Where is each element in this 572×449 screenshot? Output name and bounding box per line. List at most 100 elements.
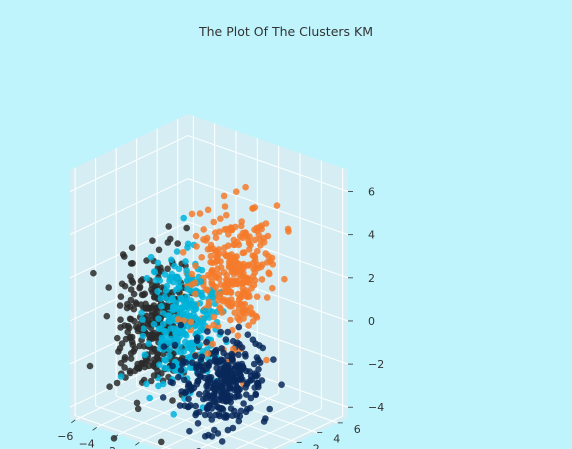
data-point-series-2 bbox=[266, 258, 274, 265]
data-point-series-0 bbox=[105, 284, 112, 291]
data-point-series-3 bbox=[244, 405, 251, 413]
data-point-series-1 bbox=[156, 361, 163, 369]
data-point-series-2 bbox=[249, 252, 257, 259]
data-point-series-3 bbox=[194, 377, 201, 385]
data-point-series-3 bbox=[190, 384, 198, 392]
data-point-series-3 bbox=[254, 383, 262, 391]
data-point-series-3 bbox=[200, 395, 207, 403]
data-point-series-0 bbox=[133, 399, 141, 407]
y-tick-label: 4 bbox=[333, 433, 340, 446]
data-point-series-1 bbox=[150, 320, 158, 328]
data-point-series-1 bbox=[166, 346, 173, 354]
data-point-series-0 bbox=[128, 244, 136, 251]
data-point-series-2 bbox=[212, 234, 220, 241]
data-point-series-0 bbox=[169, 397, 176, 404]
data-point-series-3 bbox=[234, 392, 241, 400]
data-point-series-3 bbox=[232, 376, 239, 384]
data-point-series-0 bbox=[124, 328, 131, 336]
z-tick-label: −2 bbox=[368, 358, 384, 371]
data-point-series-0 bbox=[183, 224, 190, 232]
data-point-series-3 bbox=[278, 381, 285, 389]
data-point-series-0 bbox=[86, 362, 94, 370]
data-point-series-3 bbox=[211, 426, 218, 434]
data-point-series-2 bbox=[193, 243, 200, 250]
data-point-series-3 bbox=[217, 394, 225, 402]
data-point-series-1 bbox=[186, 312, 193, 320]
data-point-series-3 bbox=[218, 382, 226, 390]
data-point-series-3 bbox=[247, 377, 254, 384]
data-point-series-1 bbox=[172, 299, 180, 307]
data-point-series-1 bbox=[180, 214, 187, 222]
data-point-series-3 bbox=[254, 356, 262, 364]
data-point-series-1 bbox=[202, 307, 209, 315]
data-point-series-2 bbox=[216, 275, 223, 283]
data-point-series-2 bbox=[200, 236, 207, 243]
data-point-series-2 bbox=[239, 284, 246, 292]
data-point-series-1 bbox=[157, 325, 165, 332]
data-point-series-2 bbox=[221, 203, 229, 210]
data-point-series-3 bbox=[211, 357, 218, 365]
data-point-series-0 bbox=[134, 325, 142, 332]
data-point-series-1 bbox=[192, 322, 200, 329]
data-point-series-3 bbox=[204, 385, 211, 393]
data-point-series-2 bbox=[242, 292, 250, 300]
data-point-series-2 bbox=[225, 263, 233, 271]
data-point-series-2 bbox=[205, 301, 213, 309]
data-point-series-0 bbox=[148, 348, 156, 355]
data-point-series-1 bbox=[146, 394, 153, 402]
data-point-series-2 bbox=[233, 188, 240, 195]
data-point-series-1 bbox=[170, 411, 177, 418]
data-point-series-0 bbox=[115, 348, 122, 355]
data-point-series-2 bbox=[228, 226, 235, 234]
data-point-series-1 bbox=[155, 315, 162, 323]
data-point-series-2 bbox=[242, 278, 249, 286]
data-point-series-0 bbox=[147, 335, 155, 342]
data-point-series-2 bbox=[260, 239, 268, 246]
data-point-series-1 bbox=[161, 356, 168, 364]
data-point-series-1 bbox=[183, 267, 190, 274]
data-point-series-2 bbox=[204, 286, 211, 294]
data-point-series-2 bbox=[242, 183, 249, 191]
data-point-series-0 bbox=[127, 286, 135, 293]
data-point-series-2 bbox=[250, 265, 257, 273]
data-points bbox=[86, 183, 292, 449]
data-point-series-0 bbox=[126, 367, 134, 375]
data-point-series-2 bbox=[210, 321, 217, 329]
data-point-series-3 bbox=[192, 402, 199, 410]
data-point-series-0 bbox=[118, 340, 126, 347]
data-point-series-0 bbox=[116, 302, 124, 309]
data-point-series-0 bbox=[127, 273, 134, 280]
data-point-series-3 bbox=[227, 405, 235, 412]
axis-panes bbox=[70, 114, 348, 449]
data-point-series-3 bbox=[169, 362, 176, 370]
y-tick-label: 6 bbox=[354, 423, 361, 436]
data-point-series-3 bbox=[266, 405, 274, 413]
data-point-series-2 bbox=[231, 254, 239, 261]
data-point-series-2 bbox=[262, 220, 270, 227]
data-point-series-3 bbox=[227, 395, 234, 402]
data-point-series-3 bbox=[204, 403, 211, 411]
data-point-series-1 bbox=[168, 294, 176, 302]
data-point-series-0 bbox=[143, 257, 150, 264]
x-tick-mark bbox=[135, 441, 140, 446]
data-point-series-3 bbox=[217, 365, 224, 373]
grid-y-floor bbox=[95, 405, 221, 449]
data-point-series-2 bbox=[174, 316, 182, 323]
z-tick-label: −4 bbox=[368, 401, 384, 414]
data-point-series-3 bbox=[229, 424, 237, 432]
data-point-series-2 bbox=[218, 309, 226, 316]
data-point-series-0 bbox=[126, 333, 134, 341]
data-point-series-1 bbox=[147, 253, 155, 261]
data-point-series-1 bbox=[143, 274, 151, 282]
data-point-series-3 bbox=[229, 356, 236, 363]
data-point-series-2 bbox=[196, 210, 204, 217]
data-point-series-3 bbox=[185, 395, 192, 403]
data-point-series-1 bbox=[161, 271, 169, 278]
data-point-series-0 bbox=[138, 291, 146, 299]
data-point-series-1 bbox=[175, 265, 183, 273]
data-point-series-3 bbox=[195, 362, 203, 369]
data-point-series-0 bbox=[158, 438, 165, 446]
data-point-series-3 bbox=[218, 438, 226, 445]
data-point-series-1 bbox=[182, 338, 189, 346]
